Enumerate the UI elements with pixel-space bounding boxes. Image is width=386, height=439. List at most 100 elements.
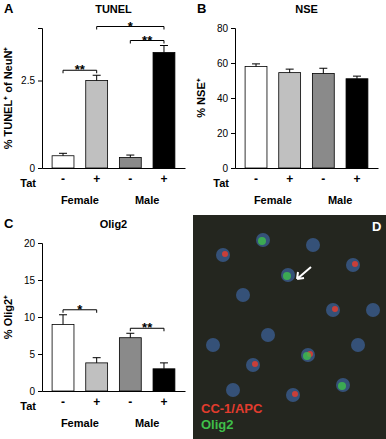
error-bar (126, 155, 134, 157)
chart-title: TUNEL (95, 3, 132, 15)
x-label: Tat (20, 177, 36, 189)
y-tick (38, 280, 42, 281)
x-tick-label: + (160, 172, 167, 186)
error-bar (59, 153, 67, 155)
arrow (297, 267, 311, 279)
group-label: Female (254, 194, 292, 206)
group-label: Male (135, 194, 159, 206)
x-tick-label: - (128, 172, 132, 186)
y-tick (231, 98, 235, 99)
y-tick (231, 63, 235, 64)
x-tick-label: - (321, 172, 325, 186)
y-tick (231, 168, 235, 169)
panel-label: B (197, 1, 206, 16)
error-bar (126, 333, 134, 337)
bar (52, 324, 74, 391)
bars (245, 64, 368, 168)
cell-marker (222, 251, 228, 257)
cell (346, 258, 360, 272)
error-bar (160, 363, 168, 369)
bars (52, 46, 175, 169)
x-axis: - + - + (236, 168, 379, 186)
bar (86, 363, 108, 391)
significance-label: ** (142, 33, 153, 48)
image-label: Olig2 (201, 417, 234, 432)
bar (119, 158, 141, 169)
chart-title: Olig2 (100, 218, 128, 230)
cell (256, 233, 270, 247)
significance-label: * (77, 302, 83, 317)
y-tick-label: 40 (217, 93, 229, 104)
x-tick-label: + (286, 172, 293, 186)
y-label: % TUNEL⁺ of NeuN⁺ (2, 47, 14, 150)
y-tick (38, 354, 42, 355)
cell (286, 388, 300, 402)
x-axis-line (43, 391, 186, 392)
cell-marker (303, 352, 311, 360)
y-tick-label: 20 (217, 128, 229, 139)
cell (216, 248, 230, 262)
significance-label: ** (75, 62, 86, 77)
x-axis-line (236, 168, 379, 169)
panel-label: D (372, 219, 381, 234)
bar (346, 79, 368, 168)
error-bar (353, 76, 361, 79)
cell (301, 348, 315, 362)
x-axis: -+-+ (43, 168, 186, 186)
cell-marker (352, 261, 358, 267)
panel: 020406080-+-+BNSETatFemaleMale% NSE⁺ (195, 1, 379, 206)
group-label: Female (61, 194, 99, 206)
x-tick-label: + (93, 395, 100, 409)
cell-marker (283, 272, 291, 280)
panel: 05101520-+-+***COlig2TatFemaleMale% Olig… (2, 216, 186, 429)
x-axis-line (43, 168, 186, 169)
y-label: % Olig2⁺ (2, 295, 14, 339)
y-tick-label: 60 (217, 58, 229, 69)
y-axis-line (38, 29, 43, 169)
cell (261, 328, 275, 342)
y-tick (38, 81, 42, 82)
error-bar (319, 68, 327, 73)
x-tick-label: + (353, 172, 360, 186)
cell (206, 338, 220, 352)
y-tick (231, 28, 235, 29)
cell (336, 378, 350, 392)
chart-title: NSE (295, 3, 318, 15)
error-bar (160, 46, 168, 53)
error-bar (93, 75, 101, 80)
y-axis-line (38, 244, 43, 392)
bar (86, 81, 108, 169)
y-tick-label: 0 (222, 163, 228, 174)
cell-marker (292, 391, 298, 397)
cell (281, 268, 295, 282)
panel-label: A (4, 1, 14, 16)
y-label: % NSE⁺ (195, 78, 207, 117)
y-tick (38, 317, 42, 318)
significance-label: * (128, 19, 134, 34)
panel: 02.5-+-+*****ATUNELTatFemaleMale% TUNEL⁺… (2, 1, 186, 206)
bars (52, 315, 175, 391)
y-tick-label: 15 (24, 275, 36, 286)
y-tick (231, 133, 235, 134)
cell (246, 358, 260, 372)
significance-label: ** (142, 320, 153, 335)
y-tick (38, 243, 42, 244)
y-axis: 02.5 (21, 29, 42, 174)
y-tick-label: 5 (29, 349, 35, 360)
bar (279, 73, 301, 168)
x-tick-label: - (128, 395, 132, 409)
image-label: CC-1/APC (201, 401, 263, 416)
error-bar (59, 315, 67, 325)
y-axis: 020406080 (217, 23, 236, 174)
bar (153, 53, 175, 169)
panel: D CC-1/APCOlig2 (193, 215, 386, 439)
y-tick-label: 0 (29, 386, 35, 397)
bar (312, 74, 334, 169)
x-tick-label: - (254, 172, 258, 186)
y-tick (38, 391, 42, 392)
x-tick-label: + (160, 395, 167, 409)
group-label: Male (135, 417, 159, 429)
cell-marker (338, 382, 346, 390)
y-tick-label: 0 (29, 163, 35, 174)
group-label: Male (328, 194, 352, 206)
